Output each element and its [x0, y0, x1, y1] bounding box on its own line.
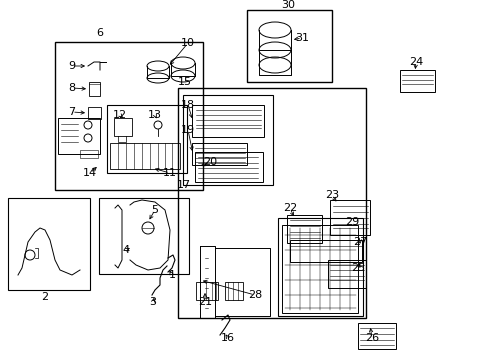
Bar [55, 42, 203, 190]
Bar [178, 88, 365, 318]
Bar [282, 225, 357, 313]
Text: 31: 31 [294, 33, 308, 43]
Bar [89, 82, 100, 96]
Bar [110, 143, 180, 169]
Text: 2: 2 [41, 292, 48, 302]
Text: 24: 24 [408, 57, 422, 67]
Text: 6: 6 [96, 28, 103, 38]
Bar [246, 10, 331, 82]
Bar [224, 282, 243, 300]
Text: 27: 27 [352, 237, 366, 247]
Text: 11: 11 [163, 168, 177, 178]
Bar [196, 282, 218, 300]
Text: 29: 29 [344, 217, 358, 227]
Bar [99, 198, 189, 274]
Bar [114, 118, 132, 136]
Text: 7: 7 [68, 107, 76, 117]
Text: 14: 14 [83, 168, 97, 178]
Text: 19: 19 [181, 125, 195, 135]
Bar [195, 152, 263, 182]
Text: 30: 30 [281, 0, 294, 10]
Bar [183, 95, 272, 185]
Text: 22: 22 [282, 203, 297, 213]
Text: 21: 21 [198, 297, 212, 307]
Bar [107, 105, 186, 173]
Text: 10: 10 [181, 38, 195, 48]
Bar [192, 105, 264, 137]
Text: 3: 3 [149, 297, 156, 307]
Bar [357, 323, 395, 349]
Text: 20: 20 [203, 157, 217, 167]
Bar [399, 70, 434, 92]
Bar [8, 198, 90, 290]
Bar [278, 218, 362, 316]
Text: 9: 9 [68, 61, 76, 71]
Text: 4: 4 [122, 245, 129, 255]
Text: 5: 5 [151, 205, 158, 215]
Bar [327, 260, 365, 288]
Text: 18: 18 [181, 100, 195, 110]
Text: 13: 13 [148, 110, 162, 120]
Bar [88, 107, 101, 119]
Text: 26: 26 [364, 333, 378, 343]
Bar [329, 200, 369, 235]
Text: 25: 25 [350, 263, 365, 273]
Bar [289, 240, 361, 262]
Text: 15: 15 [178, 77, 192, 87]
Text: 23: 23 [324, 190, 338, 200]
Text: 16: 16 [221, 333, 235, 343]
Text: 1: 1 [168, 270, 175, 280]
Text: 17: 17 [177, 180, 191, 190]
Text: 8: 8 [68, 83, 76, 93]
Text: 28: 28 [247, 290, 262, 300]
Bar [58, 118, 100, 154]
Bar [286, 215, 321, 243]
Bar [80, 150, 98, 158]
Text: 12: 12 [113, 110, 127, 120]
Bar [192, 143, 246, 165]
